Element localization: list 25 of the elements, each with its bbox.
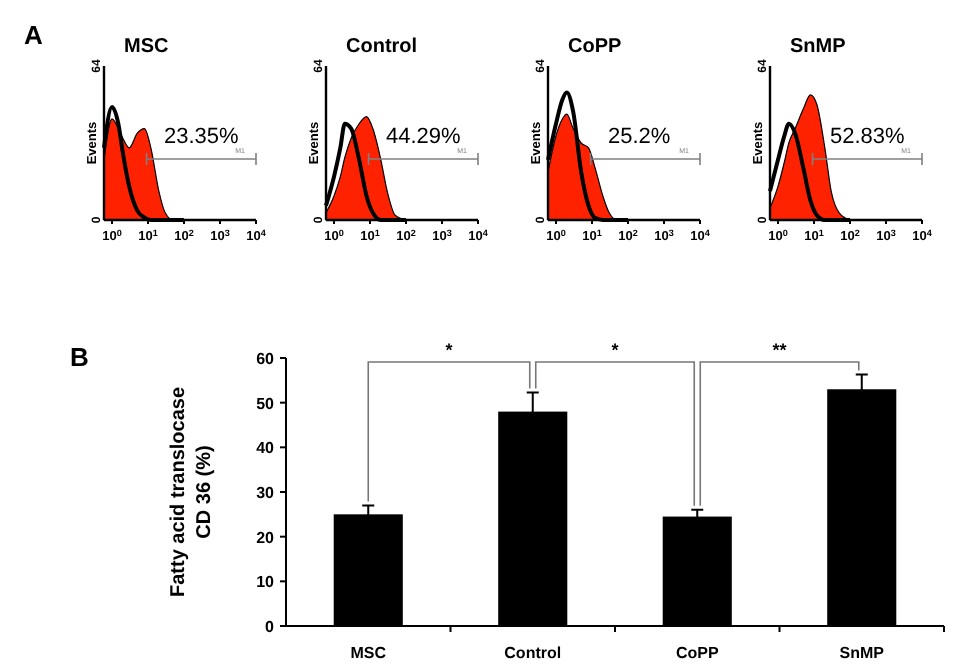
- y-tick-label: 20: [256, 528, 276, 547]
- y-tick-label: 60: [256, 350, 276, 368]
- annotation: *: [445, 340, 454, 360]
- x-tick-label: MSC: [350, 644, 387, 662]
- annotation: *: [611, 340, 620, 360]
- annotation: **: [772, 340, 788, 360]
- annotation: 44.29%: [386, 125, 462, 149]
- annotation: 25.2%: [608, 125, 671, 149]
- annotation: 23.35%: [164, 125, 240, 149]
- chart-title: MSC: [124, 36, 169, 58]
- chart-title: Control: [346, 36, 418, 58]
- y-tick-label: 0: [265, 618, 276, 636]
- y-tick-label: 30: [256, 484, 276, 502]
- annotation: 52.83%: [830, 125, 906, 149]
- text: A: [24, 20, 44, 50]
- chart-title: SnMP: [790, 36, 847, 58]
- y-tick-label: 50: [256, 394, 276, 413]
- text: B: [70, 342, 89, 372]
- y-tick-label: 10: [256, 573, 276, 592]
- x-tick-label: Control: [504, 644, 562, 662]
- y-axis-title: Fatty acid translocase CD 36 (%): [168, 386, 216, 598]
- x-tick-label: CoPP: [675, 644, 720, 662]
- x-tick-label: SnMP: [839, 644, 886, 662]
- chart-title: CoPP: [568, 36, 622, 58]
- y-tick-label: 40: [256, 439, 276, 458]
